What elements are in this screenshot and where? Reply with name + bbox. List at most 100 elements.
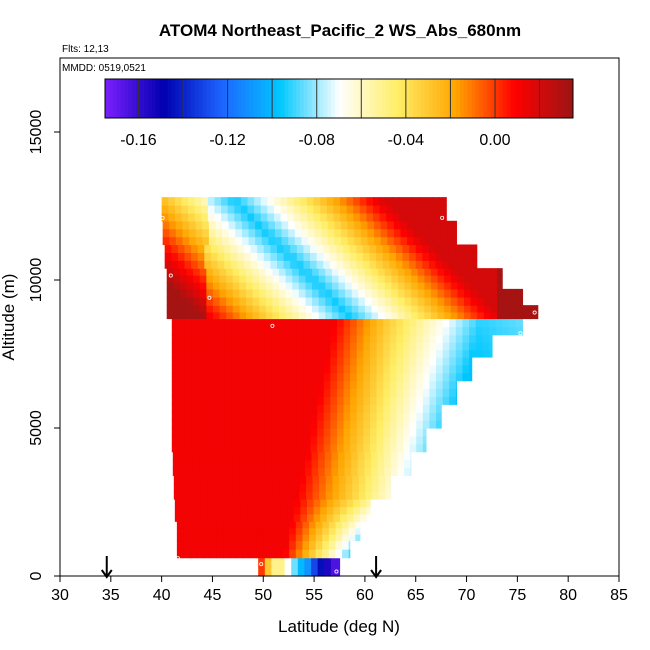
heatmap-cell <box>245 288 254 298</box>
heatmap-cell <box>436 380 444 390</box>
heatmap-cell <box>212 297 221 306</box>
heatmap-cell <box>185 428 193 437</box>
heatmap-cell <box>448 260 456 269</box>
heatmap-cell <box>289 527 297 535</box>
heatmap-cell <box>244 396 252 405</box>
colorbar: -0.16 -0.12 -0.08 -0.04 0.00 <box>104 78 574 149</box>
heatmap-cell <box>429 318 437 328</box>
heatmap-cell <box>503 311 511 320</box>
heatmap-cell <box>278 557 286 568</box>
heatmap-cell <box>516 288 524 298</box>
heatmap-cell <box>287 197 295 206</box>
heatmap-cell <box>404 288 412 298</box>
heatmap-cell <box>312 491 320 500</box>
sample-point <box>207 295 212 300</box>
heatmap-cell <box>204 380 213 390</box>
heatmap-cell <box>189 220 197 230</box>
heatmap-cell <box>185 396 193 405</box>
colorbar-segment <box>284 79 289 118</box>
heatmap-cell <box>419 197 427 206</box>
heatmap-cell <box>241 228 250 238</box>
heatmap-cell <box>322 540 330 550</box>
colorbar-tick-label: -0.12 <box>209 132 246 149</box>
heatmap-cell <box>181 506 189 515</box>
heatmap-cell <box>260 499 268 508</box>
heatmap-cell <box>490 297 498 306</box>
heatmap-cell <box>224 334 232 343</box>
heatmap-cell <box>227 205 235 214</box>
heatmap-cell <box>298 305 307 313</box>
heatmap-cell <box>249 540 257 550</box>
heatmap-cell <box>196 527 204 535</box>
heatmap-cell <box>407 228 415 238</box>
heatmap-cell <box>195 236 203 246</box>
heatmap-cell <box>439 212 447 222</box>
heatmap-cell <box>437 275 445 283</box>
heatmap-cell <box>298 275 307 283</box>
heatmap-cell <box>183 534 191 542</box>
colorbar-segment <box>557 79 562 118</box>
heatmap-cell <box>270 388 279 398</box>
heatmap-cell <box>422 252 430 261</box>
heatmap-cell <box>221 513 229 522</box>
heatmap-cell <box>245 268 254 276</box>
heatmap-cell <box>303 334 312 343</box>
heatmap-cell <box>245 297 254 306</box>
heatmap-cell <box>432 212 440 222</box>
y-axis-label: Altitude (m) <box>0 274 18 361</box>
colorbar-segment <box>514 79 519 118</box>
heatmap-cell <box>333 205 341 214</box>
heatmap-cell <box>436 349 444 358</box>
heatmap-cell <box>174 506 183 515</box>
heatmap-cell <box>369 342 378 351</box>
heatmap-cell <box>376 318 384 328</box>
heatmap-cell <box>229 521 237 529</box>
heatmap-cell <box>378 275 386 283</box>
heatmap-cell <box>290 388 298 398</box>
heatmap-cell <box>185 326 193 336</box>
heatmap-cell <box>428 260 437 269</box>
heatmap-cell <box>221 499 229 508</box>
heatmap-cell <box>272 475 281 484</box>
heatmap-cell <box>497 305 505 313</box>
heatmap-cell <box>301 236 309 246</box>
heatmap-cell <box>215 236 223 246</box>
heatmap-cell <box>393 220 402 230</box>
heatmap-cell <box>231 428 239 437</box>
heatmap-cell <box>314 228 322 238</box>
heatmap-cell <box>403 334 411 343</box>
heatmap-cell <box>337 566 341 577</box>
heatmap-cell <box>231 380 239 390</box>
heatmap-cell <box>290 334 298 343</box>
heatmap-cell <box>218 334 226 343</box>
flight-markers <box>100 556 382 579</box>
heatmap-cell <box>455 260 463 269</box>
heatmap-cell <box>248 228 256 238</box>
heatmap-cell <box>301 228 309 238</box>
heatmap-cell <box>403 428 411 437</box>
heatmap-cell <box>372 491 380 500</box>
heatmap-cell <box>323 380 331 390</box>
heatmap-cell <box>416 356 424 366</box>
heatmap-cell <box>389 334 398 343</box>
colorbar-segment <box>417 79 422 118</box>
heatmap-cell <box>475 260 478 269</box>
heatmap-cell <box>211 326 219 336</box>
heatmap-cell <box>282 549 290 559</box>
heatmap-cell <box>422 435 427 445</box>
heatmap-cell <box>292 281 300 290</box>
heatmap-cell <box>344 467 352 476</box>
heatmap-cell <box>402 252 410 261</box>
heatmap-cell <box>239 275 247 283</box>
heatmap-cell <box>204 349 213 358</box>
heatmap-cell <box>350 326 358 336</box>
heatmap-cell <box>246 491 254 500</box>
heatmap-cell <box>224 260 232 269</box>
heatmap-cell <box>362 260 371 269</box>
heatmap-cell <box>338 475 347 484</box>
heatmap-cell <box>315 534 323 542</box>
heatmap-cell <box>231 388 239 398</box>
heatmap-cell <box>312 281 320 290</box>
heatmap-cell <box>297 318 305 328</box>
heatmap-cell <box>277 334 285 343</box>
